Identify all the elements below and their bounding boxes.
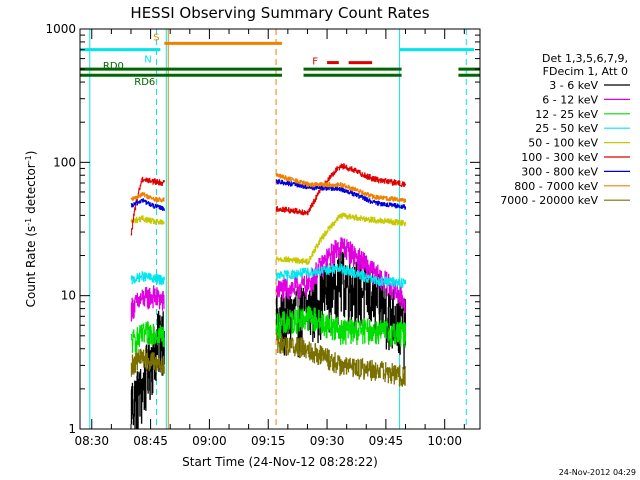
legend-label: 100 - 300 keV (521, 151, 598, 164)
legend-label: 50 - 100 keV (528, 137, 598, 150)
series-line (275, 163, 406, 216)
x-tick-label: 09:45 (369, 434, 404, 448)
x-tick-label: 09:15 (251, 434, 286, 448)
series-lines (130, 163, 406, 430)
series-line (275, 212, 406, 265)
flag-label: N (144, 55, 151, 66)
series-line (130, 192, 165, 203)
legend-header-1: Det 1,3,5,6,7,9, (542, 52, 628, 65)
legend-label: 12 - 25 keV (535, 108, 598, 121)
legend-label: 3 - 6 keV (549, 79, 598, 92)
x-axis-label: Start Time (24-Nov-12 08:28:22) (182, 455, 378, 469)
y-tick-label: 10 (61, 289, 76, 303)
series-line (130, 198, 165, 211)
x-tick-label: 09:30 (310, 434, 345, 448)
series-line (130, 285, 165, 322)
y-tick-label: 100 (53, 155, 76, 169)
x-tick-label: 09:00 (192, 434, 227, 448)
legend-label: 300 - 800 keV (521, 165, 598, 178)
legend-label: 7000 - 20000 keV (500, 194, 598, 207)
series-line (130, 348, 165, 377)
x-tick-label: 08:30 (74, 434, 109, 448)
plot-frame (79, 28, 481, 430)
y-tick-label: 1000 (45, 22, 76, 36)
footer-timestamp: 24-Nov-2012 04:29 (559, 468, 636, 477)
flag-label: S (153, 32, 159, 43)
x-tick-label: 08:45 (133, 434, 168, 448)
series-line (275, 263, 406, 288)
flag-label: RD6 (134, 77, 155, 88)
flag-label: F (312, 57, 318, 68)
series-line (130, 176, 165, 236)
y-axis-label: Count Rate (s-1 detector-1) (24, 151, 39, 308)
series-line (275, 332, 406, 387)
legend-label: 6 - 12 keV (542, 93, 598, 106)
series-line (275, 173, 406, 203)
x-axis-ticks: 08:30 08:45 09:00 09:15 09:30 09:45 10:00 (74, 29, 465, 448)
series-line (130, 215, 165, 225)
y-tick-label: 1 (68, 422, 76, 436)
legend-header-2: FDecim 1, Att 0 (543, 65, 628, 78)
observing-flags: N S F RD0 RD6 (80, 32, 480, 88)
series-line (130, 271, 165, 286)
series-line (275, 305, 406, 348)
legend-label: 25 - 50 keV (535, 122, 598, 135)
x-tick-label: 10:00 (427, 434, 462, 448)
legend-label: 800 - 7000 keV (514, 180, 598, 193)
legend: Det 1,3,5,6,7,9, FDecim 1, Att 0 3 - 6 k… (500, 52, 630, 207)
series-line (130, 321, 165, 354)
chart-title: HESSI Observing Summary Count Rates (130, 4, 429, 22)
flag-label: RD0 (103, 61, 124, 72)
y-axis-ticks: 1 10 100 1000 (45, 22, 480, 436)
